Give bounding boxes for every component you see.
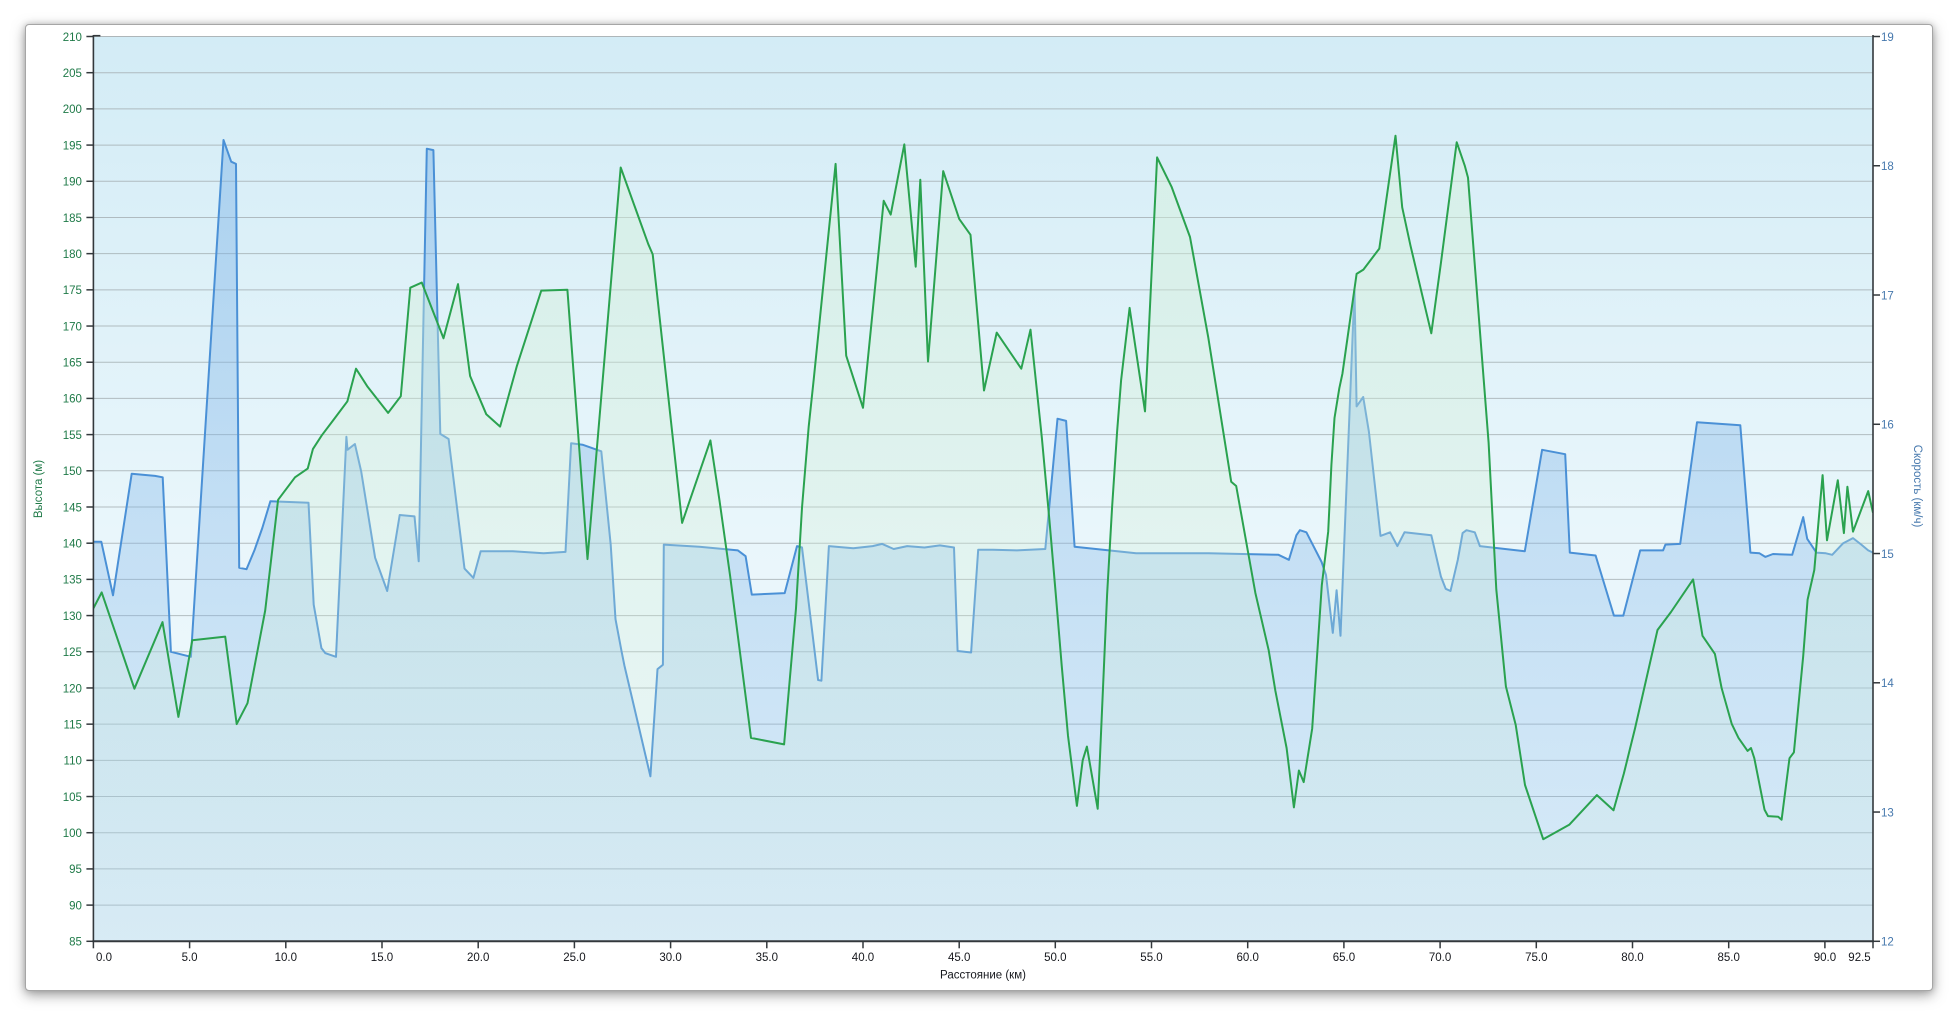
- svg-text:17: 17: [1881, 290, 1894, 302]
- svg-text:35.0: 35.0: [756, 952, 778, 964]
- svg-text:90: 90: [69, 900, 82, 912]
- svg-text:175: 175: [63, 285, 82, 297]
- svg-text:0.0: 0.0: [96, 952, 112, 964]
- svg-text:150: 150: [63, 466, 82, 478]
- svg-text:95: 95: [69, 864, 82, 876]
- svg-text:10.0: 10.0: [275, 952, 297, 964]
- svg-text:14: 14: [1881, 678, 1894, 690]
- svg-text:115: 115: [64, 719, 82, 731]
- svg-text:40.0: 40.0: [852, 952, 874, 964]
- svg-text:Скорость (км/ч): Скорость (км/ч): [1911, 445, 1923, 528]
- svg-text:135: 135: [63, 575, 82, 587]
- svg-text:130: 130: [63, 611, 82, 623]
- svg-text:105: 105: [63, 792, 82, 804]
- svg-text:Расстояние (км): Расстояние (км): [940, 970, 1026, 982]
- svg-text:170: 170: [63, 321, 82, 333]
- svg-text:92.5: 92.5: [1848, 952, 1870, 964]
- svg-text:160: 160: [63, 394, 82, 406]
- svg-text:90.0: 90.0: [1814, 952, 1836, 964]
- svg-text:19: 19: [1881, 32, 1894, 44]
- svg-text:13: 13: [1881, 807, 1894, 819]
- svg-text:20.0: 20.0: [467, 952, 489, 964]
- svg-text:195: 195: [63, 140, 82, 152]
- svg-text:145: 145: [63, 502, 82, 514]
- svg-text:155: 155: [63, 430, 82, 442]
- svg-text:85: 85: [69, 937, 82, 949]
- svg-text:120: 120: [63, 683, 82, 695]
- svg-text:15: 15: [1881, 549, 1894, 561]
- svg-text:45.0: 45.0: [948, 952, 970, 964]
- svg-text:185: 185: [63, 213, 82, 225]
- svg-text:75.0: 75.0: [1525, 952, 1547, 964]
- svg-text:85.0: 85.0: [1718, 952, 1740, 964]
- svg-text:70.0: 70.0: [1429, 952, 1451, 964]
- svg-text:12: 12: [1881, 937, 1894, 949]
- svg-text:125: 125: [63, 647, 82, 659]
- svg-text:16: 16: [1881, 420, 1894, 432]
- svg-text:80.0: 80.0: [1621, 952, 1643, 964]
- svg-text:180: 180: [63, 249, 82, 261]
- svg-text:55.0: 55.0: [1140, 952, 1162, 964]
- svg-text:140: 140: [63, 538, 82, 550]
- svg-text:205: 205: [63, 68, 82, 80]
- svg-text:110: 110: [64, 756, 82, 768]
- svg-text:Высота (м): Высота (м): [33, 460, 45, 518]
- svg-text:165: 165: [63, 358, 82, 370]
- svg-text:5.0: 5.0: [182, 952, 198, 964]
- svg-text:15.0: 15.0: [371, 952, 393, 964]
- svg-text:100: 100: [63, 828, 82, 840]
- svg-text:30.0: 30.0: [659, 952, 681, 964]
- svg-text:65.0: 65.0: [1333, 952, 1355, 964]
- svg-text:200: 200: [63, 104, 82, 116]
- svg-text:210: 210: [63, 32, 82, 44]
- svg-text:25.0: 25.0: [563, 952, 585, 964]
- svg-text:50.0: 50.0: [1044, 952, 1066, 964]
- svg-text:60.0: 60.0: [1237, 952, 1259, 964]
- svg-text:18: 18: [1881, 161, 1894, 173]
- svg-text:190: 190: [63, 177, 82, 189]
